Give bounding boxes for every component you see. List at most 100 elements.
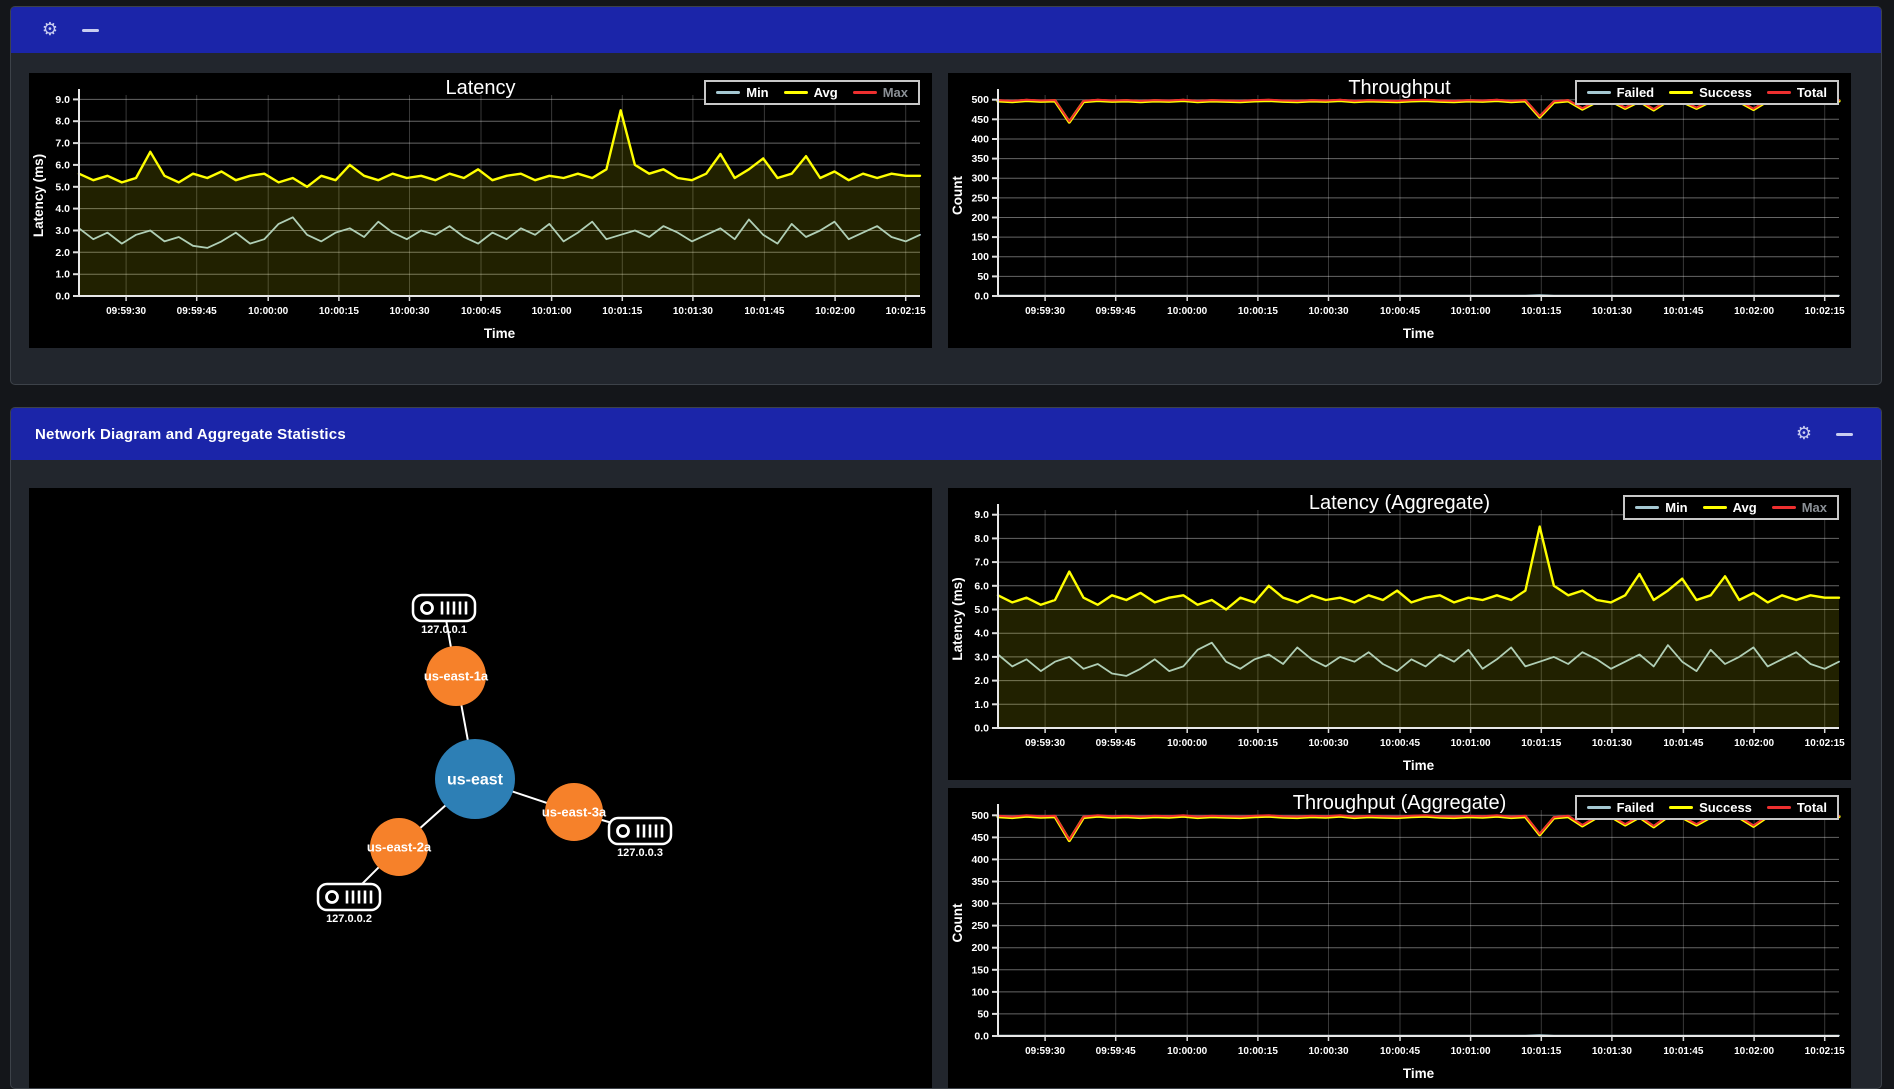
svg-text:10:01:00: 10:01:00: [1451, 1046, 1491, 1057]
svg-text:10:02:00: 10:02:00: [815, 306, 855, 317]
svg-text:10:00:45: 10:00:45: [1380, 1046, 1420, 1057]
panel-title: Network Diagram and Aggregate Statistics: [35, 426, 346, 443]
legend-item-avg[interactable]: Avg: [784, 85, 838, 100]
legend-item-avg[interactable]: Avg: [1703, 500, 1757, 515]
svg-text:7.0: 7.0: [974, 557, 989, 569]
minimize-button[interactable]: [77, 17, 103, 43]
svg-text:10:01:15: 10:01:15: [1521, 1046, 1561, 1057]
svg-text:5.0: 5.0: [55, 181, 70, 193]
legend-item-failed[interactable]: Failed: [1587, 85, 1655, 100]
legend-item-total[interactable]: Total: [1767, 85, 1827, 100]
minimize-icon: [1836, 433, 1853, 436]
svg-text:10:01:15: 10:01:15: [602, 306, 642, 317]
legend-item-total[interactable]: Total: [1767, 800, 1827, 815]
svg-text:10:02:00: 10:02:00: [1734, 738, 1774, 749]
legend-item-min[interactable]: Min: [1635, 500, 1687, 515]
svg-text:1.0: 1.0: [55, 269, 70, 281]
svg-text:7.0: 7.0: [55, 138, 70, 150]
legend-item-min[interactable]: Min: [716, 85, 768, 100]
legend-swatch: [1635, 506, 1659, 509]
svg-text:09:59:30: 09:59:30: [1025, 306, 1065, 317]
svg-text:9.0: 9.0: [974, 509, 989, 521]
svg-text:450: 450: [971, 114, 989, 126]
svg-text:10:01:30: 10:01:30: [1592, 306, 1632, 317]
svg-text:10:00:45: 10:00:45: [1380, 738, 1420, 749]
region-node-us-east: us-east: [435, 739, 515, 819]
throughput-aggregate-chart[interactable]: Throughput (Aggregate) Failed Success To…: [948, 788, 1851, 1088]
legend-label: Max: [883, 85, 908, 100]
svg-text:10:00:15: 10:00:15: [1238, 1046, 1278, 1057]
svg-text:10:00:30: 10:00:30: [1308, 1046, 1348, 1057]
legend-item-max[interactable]: Max: [853, 85, 908, 100]
svg-text:2.0: 2.0: [974, 675, 989, 687]
axes: 0.05010015020025030035040045050009:59:30…: [950, 89, 1845, 341]
svg-text:10:00:00: 10:00:00: [248, 306, 288, 317]
svg-text:10:01:45: 10:01:45: [744, 306, 784, 317]
legend-label: Failed: [1617, 800, 1655, 815]
svg-text:09:59:30: 09:59:30: [1025, 738, 1065, 749]
svg-text:500: 500: [971, 94, 989, 106]
legend-label: Total: [1797, 800, 1827, 815]
svg-text:10:00:30: 10:00:30: [1308, 306, 1348, 317]
legend-swatch: [716, 91, 740, 94]
y-axis-title: Count: [950, 176, 965, 215]
network-diagram-svg: us-eastus-east-1aus-east-2aus-east-3a127…: [29, 488, 932, 1088]
svg-text:10:01:45: 10:01:45: [1663, 306, 1703, 317]
svg-text:4.0: 4.0: [55, 203, 70, 215]
legend-label: Avg: [1733, 500, 1757, 515]
svg-text:us-east-3a: us-east-3a: [542, 805, 607, 820]
svg-text:50: 50: [977, 271, 989, 283]
svg-text:10:00:30: 10:00:30: [1308, 738, 1348, 749]
series-area-Avg: [79, 110, 920, 296]
gear-icon: ⚙: [42, 21, 58, 39]
svg-text:10:00:00: 10:00:00: [1167, 306, 1207, 317]
svg-text:0.0: 0.0: [974, 291, 989, 303]
legend-swatch: [1767, 91, 1791, 94]
svg-text:3.0: 3.0: [974, 651, 989, 663]
settings-button[interactable]: ⚙: [37, 17, 63, 43]
legend-item-success[interactable]: Success: [1669, 85, 1752, 100]
svg-text:150: 150: [971, 964, 989, 976]
svg-text:500: 500: [971, 810, 989, 822]
throughput-plot-svg: 0.05010015020025030035040045050009:59:30…: [948, 73, 1851, 348]
svg-text:350: 350: [971, 153, 989, 165]
series: [79, 110, 920, 296]
svg-text:6.0: 6.0: [55, 159, 70, 171]
legend-item-success[interactable]: Success: [1669, 800, 1752, 815]
svg-text:400: 400: [971, 854, 989, 866]
svg-text:10:01:30: 10:01:30: [1592, 738, 1632, 749]
svg-text:09:59:45: 09:59:45: [177, 306, 217, 317]
svg-text:10:02:15: 10:02:15: [1805, 1046, 1845, 1057]
svg-text:10:02:00: 10:02:00: [1734, 1046, 1774, 1057]
legend-label: Failed: [1617, 85, 1655, 100]
legend-item-failed[interactable]: Failed: [1587, 800, 1655, 815]
legend-item-max[interactable]: Max: [1772, 500, 1827, 515]
gridlines: [998, 810, 1839, 1036]
svg-text:10:01:45: 10:01:45: [1663, 1046, 1703, 1057]
server-node-127.0.0.3: 127.0.0.3: [609, 818, 671, 859]
minimize-button[interactable]: [1831, 421, 1857, 447]
legend-swatch: [1772, 506, 1796, 509]
chart-legend: Min Avg Max: [704, 80, 920, 105]
gear-icon: ⚙: [1796, 425, 1812, 443]
legend-label: Min: [1665, 500, 1687, 515]
svg-text:450: 450: [971, 832, 989, 844]
svg-text:10:01:30: 10:01:30: [1592, 1046, 1632, 1057]
svg-text:0.0: 0.0: [974, 723, 989, 735]
svg-text:09:59:45: 09:59:45: [1096, 306, 1136, 317]
svg-text:1.0: 1.0: [974, 699, 989, 711]
throughput-aggregate-plot-svg: 0.05010015020025030035040045050009:59:30…: [948, 788, 1851, 1088]
x-axis-title: Time: [1403, 326, 1435, 341]
svg-text:10:00:00: 10:00:00: [1167, 738, 1207, 749]
svg-text:400: 400: [971, 134, 989, 146]
settings-button[interactable]: ⚙: [1791, 421, 1817, 447]
chart-legend: Min Avg Max: [1623, 495, 1839, 520]
svg-text:0.0: 0.0: [55, 291, 70, 303]
svg-text:09:59:30: 09:59:30: [106, 306, 146, 317]
